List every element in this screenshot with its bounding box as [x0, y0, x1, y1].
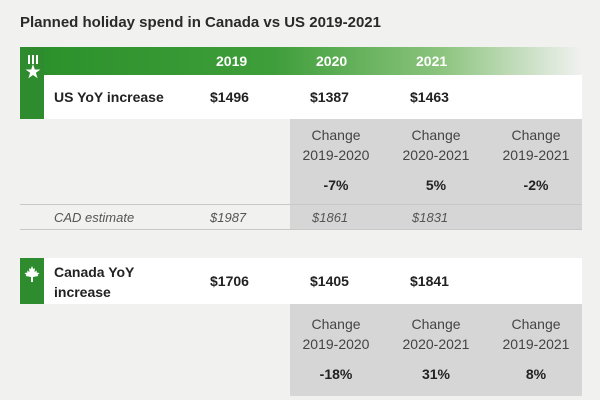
us-change-2019-2021: Change 2019-2021 -2%	[490, 125, 582, 195]
year-2019-header: 2019	[216, 53, 248, 69]
cad-value-2019: $1987	[210, 210, 247, 225]
canada-row: Canada YoY increase $1706 $1405 $1841	[20, 258, 582, 304]
cad-shade	[290, 205, 582, 229]
us-row: US YoY increase $1496 $1387 $1463	[20, 47, 582, 119]
change-value: -7%	[323, 177, 349, 193]
change-label: Change	[511, 127, 561, 143]
us-row-label: US YoY increase	[54, 89, 164, 105]
us-change-2020-2021: Change 2020-2021 5%	[390, 125, 482, 195]
change-label: Change	[311, 316, 361, 332]
us-flag-icon	[25, 55, 41, 79]
change-label: Change	[411, 127, 461, 143]
change-period: 2020-2021	[402, 147, 470, 163]
cad-value-2020: $1861	[312, 210, 349, 225]
change-period: 2019-2021	[502, 336, 570, 352]
us-value-2020: $1387	[310, 89, 349, 105]
cad-estimate-label: CAD estimate	[54, 210, 135, 225]
chart-title: Planned holiday spend in Canada vs US 20…	[20, 14, 381, 31]
cad-value-2021: $1831	[412, 210, 449, 225]
change-period: 2019-2020	[302, 147, 370, 163]
change-label: Change	[411, 316, 461, 332]
us-flag-box	[20, 47, 44, 119]
change-value: 8%	[525, 366, 547, 382]
canada-change-block: Change 2019-2020 -18% Change 2020-2021 3…	[290, 304, 582, 396]
change-value: 31%	[421, 366, 451, 382]
change-label: Change	[511, 316, 561, 332]
us-change-2019-2020: Change 2019-2020 -7%	[290, 125, 382, 195]
canada-value-2020: $1405	[310, 273, 349, 289]
maple-leaf-icon	[24, 266, 40, 282]
canada-flag-box	[20, 258, 44, 304]
canada-row-label: Canada YoY increase	[54, 264, 135, 300]
canada-change-2019-2020: Change 2019-2020 -18%	[290, 314, 382, 384]
canada-change-2020-2021: Change 2020-2021 31%	[390, 314, 482, 384]
us-value-2021: $1463	[410, 89, 449, 105]
canada-value-2021: $1841	[410, 273, 449, 289]
canada-change-2019-2021: Change 2019-2021 8%	[490, 314, 582, 384]
change-value: -2%	[523, 177, 549, 193]
cad-estimate-row: CAD estimate $1987 $1861 $1831	[20, 204, 582, 230]
us-value-2019: $1496	[210, 89, 249, 105]
year-2020-header: 2020	[316, 53, 348, 69]
change-value: -18%	[319, 366, 353, 382]
year-header-bar: 2019 2020 2021	[20, 47, 582, 75]
change-value: 5%	[425, 177, 447, 193]
change-period: 2019-2021	[502, 147, 570, 163]
us-change-block: Change 2019-2020 -7% Change 2020-2021 5%…	[290, 119, 582, 204]
change-period: 2020-2021	[402, 336, 470, 352]
canada-value-2019: $1706	[210, 273, 249, 289]
change-period: 2019-2020	[302, 336, 370, 352]
year-2021-header: 2021	[416, 53, 448, 69]
change-label: Change	[311, 127, 361, 143]
